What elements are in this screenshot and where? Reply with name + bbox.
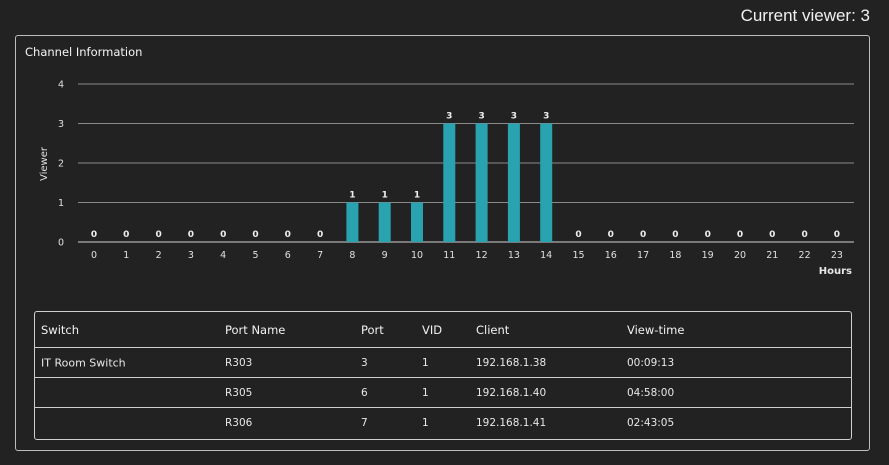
client-cell: 192.168.1.38	[476, 356, 547, 369]
table-row: R306 7 1 192.168.1.41 02:43:05	[35, 408, 851, 438]
vid-cell: 1	[422, 417, 429, 429]
x-tick-label: 3	[188, 250, 194, 261]
x-tick-label: 13	[508, 250, 520, 261]
y-tick-label: 3	[58, 119, 64, 130]
data-label: 0	[575, 230, 581, 240]
data-label: 0	[737, 230, 743, 240]
data-label: 3	[543, 112, 549, 122]
column-header-view-time: View-time	[627, 322, 685, 337]
data-label: 0	[834, 230, 840, 240]
bar	[346, 202, 359, 242]
bar	[443, 123, 456, 242]
x-tick-label: 23	[831, 250, 843, 261]
column-header-client: Client	[476, 322, 510, 337]
x-tick-label: 9	[382, 250, 388, 261]
x-tick-label: 21	[766, 250, 778, 261]
x-tick-label: 15	[572, 250, 584, 261]
data-label: 3	[446, 112, 452, 122]
column-header-port: Port	[361, 322, 384, 337]
view-time-cell: 00:09:13	[627, 356, 675, 369]
x-tick-label: 10	[411, 250, 423, 261]
x-tick-label: 4	[220, 250, 226, 261]
data-label: 3	[478, 112, 484, 122]
x-tick-label: 16	[605, 250, 617, 261]
data-label: 0	[608, 230, 614, 240]
y-tick-label: 4	[58, 80, 64, 91]
bar	[475, 123, 488, 242]
x-tick-label: 2	[156, 250, 162, 261]
viewer-bar-chart: 01234Viewer00010203040506071819110311312…	[39, 80, 854, 277]
port-name-cell: R305	[225, 386, 253, 399]
y-axis-label: Viewer	[39, 146, 50, 181]
x-tick-label: 11	[443, 250, 455, 261]
port-cell: 6	[361, 386, 368, 399]
vid-cell: 1	[422, 386, 429, 399]
x-tick-label: 20	[734, 250, 746, 261]
client-cell: 192.168.1.40	[476, 386, 547, 399]
column-header-port-name: Port Name	[225, 322, 286, 337]
x-tick-label: 1	[123, 250, 129, 261]
data-label: 0	[801, 230, 807, 240]
port-name-cell: R303	[225, 356, 253, 369]
x-tick-label: 6	[285, 250, 291, 261]
x-tick-label: 22	[799, 250, 811, 261]
x-tick-label: 14	[540, 250, 552, 261]
vid-cell: 1	[422, 356, 429, 369]
port-cell: 7	[361, 417, 368, 429]
y-tick-label: 0	[58, 238, 64, 249]
data-label: 1	[349, 191, 355, 201]
channel-information-panel: Channel Information 0 1 2 3 4 Viewer 0 0 0 1 0 2 0 3 0…	[15, 35, 870, 451]
data-label: 0	[220, 230, 226, 240]
data-label: 0	[188, 230, 194, 240]
column-header-switch: Switch	[41, 322, 80, 337]
x-tick-label: 17	[637, 250, 649, 261]
x-axis-label: Hours	[819, 266, 852, 277]
bar	[411, 202, 423, 242]
x-tick-label: 0	[91, 250, 97, 261]
data-label: 0	[672, 230, 678, 240]
client-cell: 192.168.1.41	[476, 417, 547, 429]
panel-title: Channel Information	[25, 45, 143, 59]
data-label: 3	[511, 112, 517, 122]
view-time-cell: 04:58:00	[627, 386, 675, 399]
data-label: 0	[91, 230, 97, 240]
table-row: IT Room Switch R303 3 1 192.168.1.38 00:…	[35, 348, 851, 378]
x-tick-label: 8	[349, 250, 355, 261]
data-label: 0	[640, 230, 646, 240]
bar	[540, 123, 553, 242]
data-label: 0	[285, 230, 291, 240]
data-label: 0	[705, 230, 711, 240]
y-tick-label: 1	[58, 198, 64, 209]
data-label: 1	[414, 191, 420, 201]
data-label: 0	[317, 230, 323, 240]
y-tick-label: 2	[58, 159, 64, 170]
data-label: 0	[155, 230, 161, 240]
x-tick-label: 5	[252, 250, 258, 261]
data-label: 0	[252, 230, 258, 240]
bar	[507, 123, 520, 242]
x-tick-label: 18	[669, 250, 681, 261]
view-time-cell: 02:43:05	[627, 417, 675, 429]
data-label: 1	[382, 191, 388, 201]
data-label: 0	[123, 230, 129, 240]
port-cell: 3	[361, 356, 368, 369]
data-label: 0	[769, 230, 775, 240]
bar	[378, 202, 391, 242]
table-row: R305 6 1 192.168.1.40 04:58:00	[35, 378, 851, 408]
x-tick-label: 7	[317, 250, 323, 261]
column-header-vid: VID	[422, 322, 443, 337]
viewer-table: Switch Port Name Port VID Client View-ti…	[34, 311, 852, 440]
table-header-row: Switch Port Name Port VID Client View-ti…	[35, 312, 851, 348]
x-tick-label: 12	[476, 250, 488, 261]
port-name-cell: R306	[225, 417, 253, 429]
current-viewer-count: Current viewer: 3	[740, 6, 870, 25]
x-tick-label: 19	[702, 250, 714, 261]
switch-cell: IT Room Switch	[41, 356, 126, 369]
